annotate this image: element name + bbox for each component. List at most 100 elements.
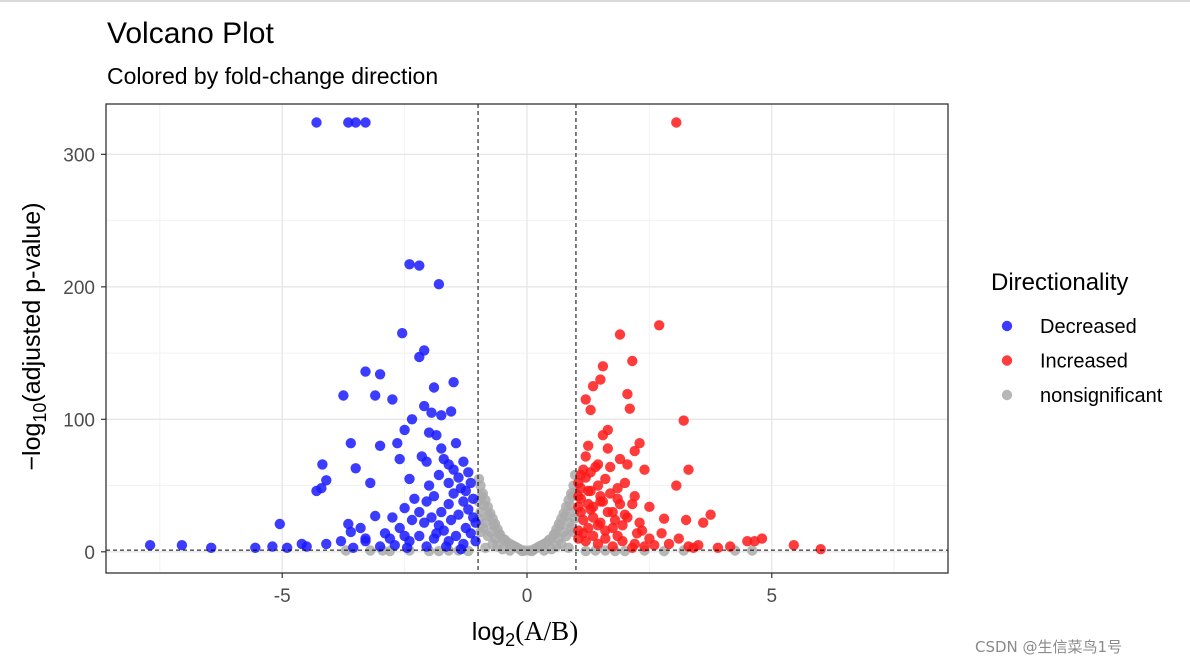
data-point-decreased (345, 438, 356, 449)
data-point-increased (575, 483, 586, 494)
data-point-increased (583, 498, 594, 510)
watermark-text: CSDN @生信菜鸟1号 (975, 638, 1123, 656)
data-point-decreased (281, 542, 293, 553)
data-point-decreased (445, 514, 457, 526)
data-point-decreased (458, 496, 469, 507)
x-tick-label: 0 (522, 586, 533, 607)
legend-label-nonsignificant: nonsignificant (1040, 385, 1163, 407)
data-point-decreased (394, 453, 405, 465)
data-point-decreased (404, 259, 415, 270)
data-point-increased (587, 530, 599, 542)
data-point-decreased (448, 377, 459, 388)
data-point-increased (627, 498, 638, 510)
data-point-increased (622, 459, 633, 470)
data-point-decreased (431, 430, 442, 441)
data-point-decreased (343, 518, 354, 530)
data-point-decreased (384, 533, 396, 544)
data-point-increased (607, 541, 618, 552)
data-point-increased (585, 404, 596, 416)
data-point-decreased (311, 117, 322, 128)
data-point-nonsignificant (475, 526, 486, 538)
data-point-decreased (448, 464, 459, 475)
legend-label-increased: Increased (1040, 351, 1128, 373)
data-point-decreased (360, 536, 371, 547)
y-tick-label: 300 (63, 145, 95, 166)
data-point-nonsignificant (480, 542, 491, 553)
data-point-increased (644, 533, 655, 544)
data-point-decreased (445, 406, 457, 417)
data-point-increased (678, 415, 689, 426)
data-point-decreased (450, 438, 462, 449)
data-point-decreased (458, 456, 469, 467)
data-point-decreased (419, 517, 430, 528)
data-point-increased (597, 430, 609, 441)
data-point-decreased (394, 522, 405, 534)
data-point-increased (788, 540, 799, 551)
data-point-decreased (365, 477, 376, 489)
gridlines (106, 104, 948, 573)
data-point-decreased (206, 542, 217, 553)
data-point-decreased (428, 382, 440, 393)
data-point-decreased (431, 528, 442, 539)
data-point-increased (573, 501, 584, 512)
data-point-increased (622, 388, 633, 400)
x-tick-label: -5 (274, 586, 291, 607)
data-point-decreased (468, 493, 479, 504)
data-point-decreased (404, 473, 415, 485)
data-point-decreased (448, 488, 459, 499)
y-tick-label: 100 (63, 410, 95, 431)
data-point-decreased (348, 542, 359, 553)
data-point-increased (712, 542, 724, 553)
data-point-increased (578, 514, 589, 526)
legend: Directionality Decreased Increased nonsign… (991, 269, 1163, 407)
data-point-increased (612, 483, 623, 494)
data-point-decreased (374, 541, 386, 552)
data-point-decreased (455, 544, 467, 555)
data-point-decreased (374, 440, 386, 451)
data-point-decreased (399, 424, 410, 436)
data-point-increased (580, 394, 591, 405)
data-point-decreased (414, 530, 425, 542)
legend-label-decreased: Decreased (1040, 316, 1137, 338)
y-tick-label: 0 (84, 543, 95, 564)
data-point-increased (595, 374, 606, 385)
data-point-decreased (470, 536, 481, 547)
data-point-nonsignificant (569, 513, 580, 524)
data-point-increased (605, 461, 616, 473)
data-point-decreased (176, 540, 188, 551)
data-point-increased (639, 464, 650, 475)
data-point-increased (698, 517, 709, 528)
data-point-decreased (392, 438, 403, 449)
data-point-increased (656, 528, 667, 539)
data-point-increased (688, 542, 699, 553)
data-point-increased (600, 525, 611, 536)
data-point-increased (756, 533, 768, 544)
data-point-decreased (387, 512, 398, 523)
data-point-decreased (421, 496, 432, 507)
data-point-decreased (453, 509, 464, 520)
data-point-increased (629, 445, 640, 457)
data-point-increased (627, 355, 638, 367)
data-point-decreased (426, 407, 437, 418)
data-point-decreased (453, 472, 464, 483)
data-point-increased (619, 477, 631, 489)
legend-title: Directionality (991, 269, 1128, 296)
data-point-decreased (470, 517, 481, 528)
data-point-increased (600, 473, 611, 485)
data-point-increased (683, 464, 694, 475)
data-point-increased (573, 533, 584, 544)
data-point-increased (815, 544, 826, 555)
x-axis-label-subscript: 2 (505, 630, 515, 650)
x-axis-label-prefix: log (472, 618, 505, 646)
data-point-decreased (436, 506, 447, 518)
data-point-decreased (321, 538, 332, 550)
data-point-increased (658, 513, 670, 524)
data-point-increased (617, 520, 628, 531)
data-point-increased (583, 440, 594, 451)
data-point-increased (597, 361, 609, 372)
data-point-decreased (274, 518, 285, 530)
data-point-decreased (441, 541, 452, 552)
data-point-increased (592, 480, 604, 491)
data-point-increased (631, 528, 643, 539)
y-axis-label-prefix: −log (18, 423, 46, 471)
